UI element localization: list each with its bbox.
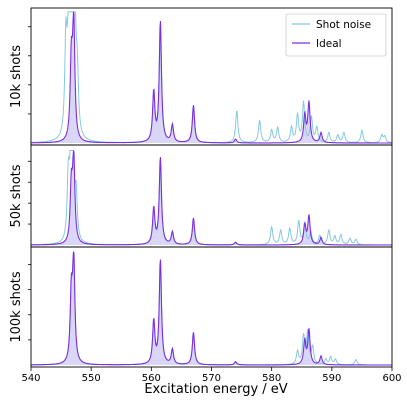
y-axis-label: 100k shots (9, 271, 24, 343)
ideal-line (31, 11, 392, 144)
panel-3: 100k shots (9, 246, 393, 368)
x-tick-label: 590 (322, 373, 341, 384)
panel-2: 50k shots (9, 144, 393, 248)
ideal-area (31, 251, 392, 365)
panels: 10k shots 50k shots 100k shots (9, 7, 393, 368)
legend-ideal-label: Ideal (316, 38, 342, 50)
ideal-line (31, 150, 392, 246)
y-axis-label: 50k shots (9, 164, 24, 227)
x-tick-label: 580 (262, 373, 281, 384)
legend: Shot noise Ideal (285, 13, 387, 57)
x-tick-label: 560 (142, 373, 161, 384)
panel-frame (30, 144, 393, 248)
panel-frame (30, 246, 393, 368)
x-axis-label: Excitation energy / eV (144, 382, 287, 397)
ideal-area (31, 150, 392, 245)
x-tick-label: 550 (82, 373, 101, 384)
legend-shot-noise-label: Shot noise (316, 19, 371, 31)
x-tick-label: 570 (202, 373, 221, 384)
legend-box (285, 13, 387, 57)
y-axis-label: 10k shots (9, 45, 24, 108)
x-axis-ticks: 540 550 560 570 580 590 600 (21, 367, 402, 384)
x-tick-label: 540 (21, 373, 40, 384)
shot-noise-line (31, 150, 392, 246)
ideal-line (31, 251, 392, 366)
x-tick-label: 600 (382, 373, 401, 384)
shot-noise-line (31, 251, 392, 366)
